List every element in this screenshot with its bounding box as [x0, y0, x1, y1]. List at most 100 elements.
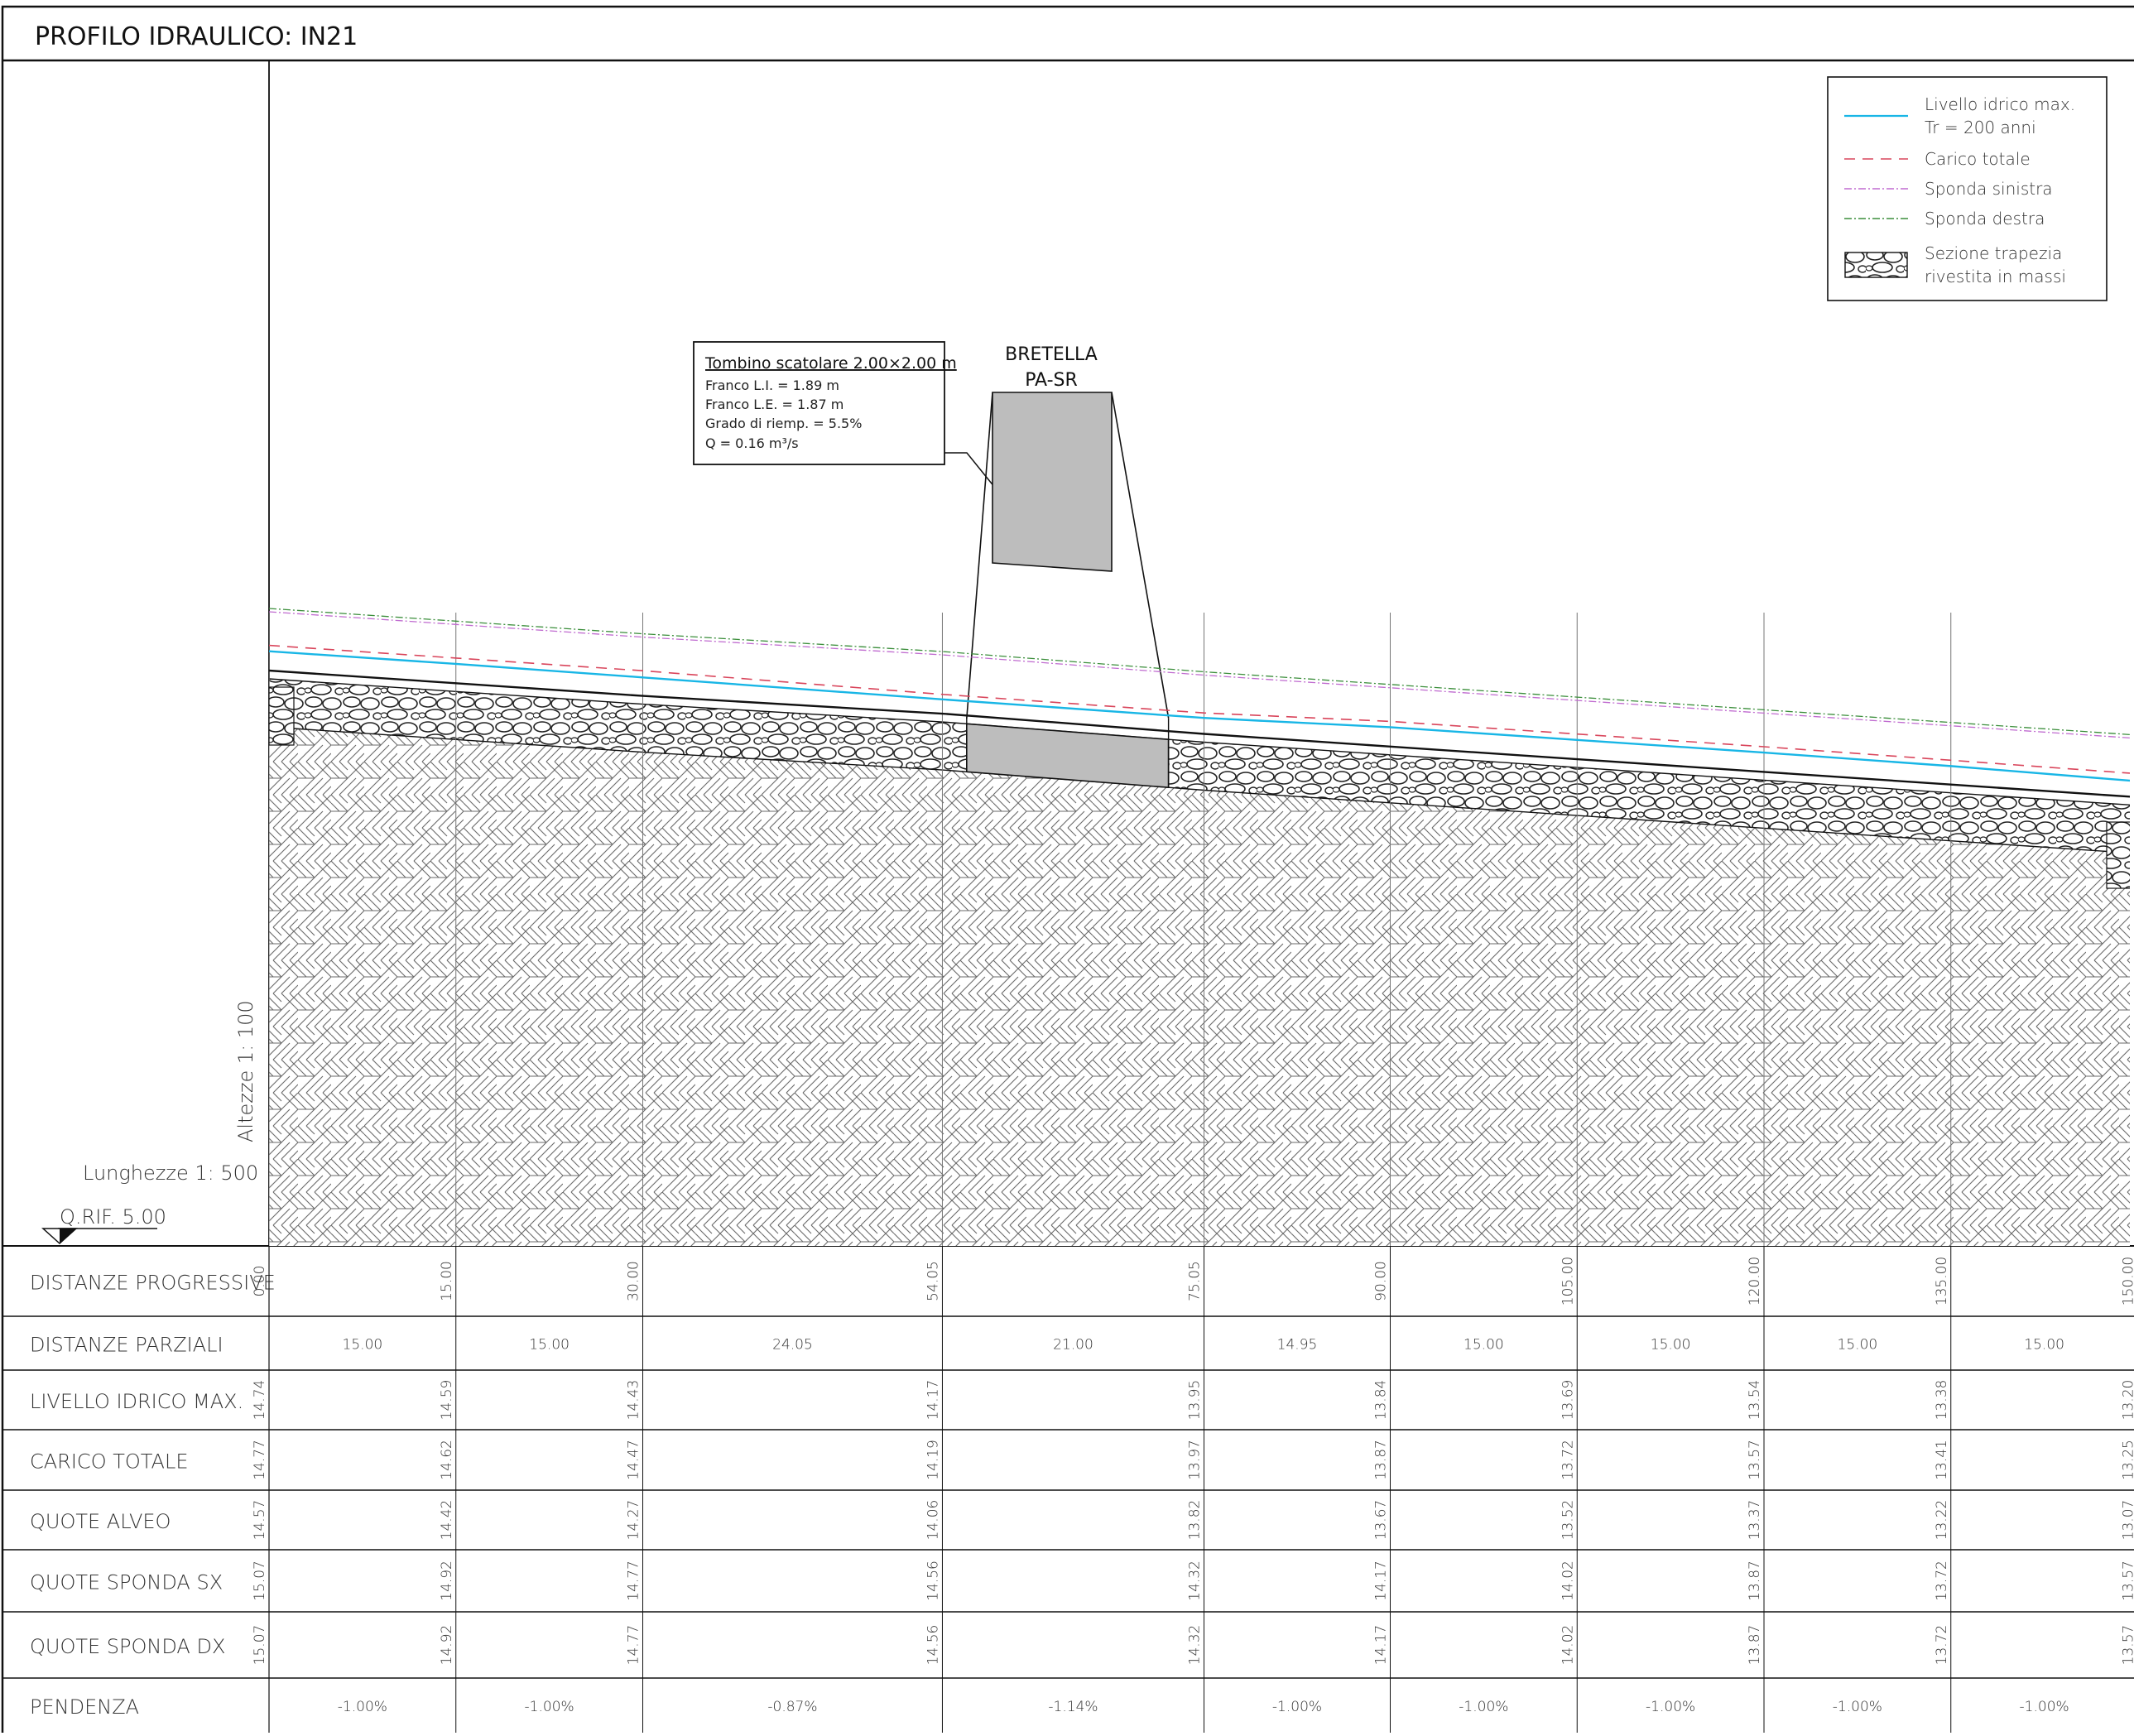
table-cell-value: 14.02: [1560, 1560, 1576, 1601]
table-cell-value: 13.97: [1187, 1440, 1204, 1480]
height-scale-label: Altezze 1: 100: [234, 1000, 257, 1142]
table-cell-value: 13.54: [1747, 1380, 1763, 1421]
table-cell-value: -1.00%: [1272, 1699, 1322, 1715]
road-label-line2: PA-SR: [1025, 370, 1078, 391]
table-cell-value: 120.00: [1747, 1257, 1763, 1306]
table-cell-value: 15.00: [1464, 1337, 1504, 1354]
culvert-annotation: Tombino scatolare 2.00×2.00 m Franco L.I…: [694, 342, 1112, 571]
table-cell-value: 14.17: [925, 1380, 941, 1421]
table-row-label: DISTANZE PARZIALI: [30, 1334, 223, 1357]
embankment-line-left: [967, 392, 993, 719]
table-cell-value: 90.00: [1373, 1261, 1390, 1301]
table-cell-value: 14.06: [925, 1500, 941, 1541]
table-cell-value: 14.27: [626, 1500, 642, 1541]
table-cell-value: -1.00%: [2020, 1699, 2069, 1715]
profile-layer: [269, 392, 2134, 1246]
table-row-label: QUOTE ALVEO: [30, 1510, 171, 1533]
table-cell-value: 0.00: [252, 1266, 268, 1297]
culvert-heading: Tombino scatolare 2.00×2.00 m: [704, 354, 957, 373]
table-cell-value: 21.00: [1053, 1337, 1093, 1354]
reference-level-label: Q.RIF. 5.00: [60, 1205, 166, 1229]
table-cell-value: 13.22: [1934, 1500, 1950, 1541]
table-cell-value: 13.20: [2121, 1380, 2134, 1421]
table-cell-value: 13.37: [1747, 1500, 1763, 1541]
table-cell-value: 15.00: [2024, 1337, 2064, 1354]
legend-label: Tr = 200 anni: [1925, 118, 2036, 137]
table-cell-value: -1.00%: [1459, 1699, 1508, 1715]
legend-label: Carico totale: [1925, 149, 2031, 169]
table-cell-value: 14.47: [626, 1440, 642, 1480]
table-cell-value: 13.72: [1934, 1625, 1950, 1666]
table-cell-value: 15.07: [252, 1625, 268, 1666]
table-cell-value: 13.95: [1187, 1380, 1204, 1421]
table-cell-value: 15.00: [1838, 1337, 1878, 1354]
table-cell-value: 13.52: [1560, 1500, 1576, 1541]
culvert-line: Q = 0.16 m³/s: [705, 435, 799, 451]
table-cell-value: 13.41: [1934, 1440, 1950, 1480]
legend-label: Sponda destra: [1925, 209, 2045, 228]
table-cell-value: 14.95: [1277, 1337, 1318, 1354]
legend-label: Sezione trapezia: [1925, 243, 2062, 263]
culvert-detail-section: [993, 392, 1112, 571]
table-cell-value: 14.42: [439, 1500, 455, 1541]
culvert-leader-line: [944, 453, 998, 492]
table-cell-value: 15.07: [252, 1560, 268, 1601]
table-cell-value: -0.87%: [767, 1699, 817, 1715]
table-cell-value: 75.05: [1187, 1261, 1204, 1301]
table-row-label: QUOTE SPONDA DX: [30, 1635, 225, 1658]
table-cell-value: 14.57: [252, 1500, 268, 1541]
table-row-label: PENDENZA: [30, 1695, 139, 1719]
legend-label: rivestita in massi: [1925, 267, 2066, 286]
road-label-line1: BRETELLA: [1005, 344, 1098, 365]
legend-label: Livello idrico max.: [1925, 94, 2075, 114]
table-cell-value: 13.07: [2121, 1500, 2134, 1541]
table-cell-value: 14.92: [439, 1560, 455, 1601]
table-cell-value: 13.84: [1373, 1380, 1390, 1421]
table-cell-value: 14.56: [925, 1625, 941, 1666]
table-cell-value: 14.77: [626, 1560, 642, 1601]
table-cell-value: 30.00: [626, 1261, 642, 1301]
culvert-line: Franco L.E. = 1.87 m: [705, 397, 844, 412]
table-cell-value: 13.57: [1747, 1440, 1763, 1480]
table-cell-value: 13.82: [1187, 1500, 1204, 1541]
start-headwall: [269, 687, 294, 745]
page-title: PROFILO IDRAULICO: IN21: [35, 22, 358, 51]
table-cell-value: 15.00: [439, 1261, 455, 1301]
end-headwall: [2107, 822, 2134, 888]
table-cell-value: 13.87: [1373, 1440, 1390, 1480]
table-row-label: LIVELLO IDRICO MAX.: [30, 1390, 243, 1413]
table-cell-value: -1.00%: [1646, 1699, 1695, 1715]
table-cell-value: 14.17: [1373, 1560, 1390, 1601]
table-cell-value: 14.62: [439, 1440, 455, 1480]
table-cell-value: 135.00: [1934, 1257, 1950, 1306]
table-cell-value: 14.77: [252, 1440, 268, 1480]
table-cell-value: 13.87: [1747, 1560, 1763, 1601]
table-row-label: DISTANZE PROGRESSIVE: [30, 1272, 276, 1295]
table-cell-value: 14.17: [1373, 1625, 1390, 1666]
table-cell-value: 13.72: [1560, 1440, 1576, 1480]
length-scale-label: Lunghezze 1: 500: [83, 1161, 258, 1185]
table-cell-value: 13.57: [2121, 1625, 2134, 1666]
table-cell-value: 14.74: [252, 1380, 268, 1421]
table-cell-value: 14.32: [1187, 1560, 1204, 1601]
table-cell-value: -1.00%: [1833, 1699, 1882, 1715]
reference-level-marker: Q.RIF. 5.00: [43, 1205, 166, 1243]
legend-label: Sponda sinistra: [1925, 179, 2053, 199]
table-cell-value: 14.02: [1560, 1625, 1576, 1666]
table-cell-value: -1.00%: [338, 1699, 387, 1715]
table-cell-value: 13.69: [1560, 1380, 1576, 1421]
table-cell-value: 13.57: [2121, 1560, 2134, 1601]
table-cell-value: 54.05: [925, 1261, 941, 1301]
table-cell-value: 13.25: [2121, 1440, 2134, 1480]
table-cell-value: -1.00%: [525, 1699, 574, 1715]
table-cell-value: 105.00: [1560, 1257, 1576, 1306]
table-cell-value: 13.38: [1934, 1380, 1950, 1421]
embankment-line-right: [1112, 392, 1169, 718]
table-cell-value: 150.00: [2121, 1257, 2134, 1306]
table-cell-value: 14.32: [1187, 1625, 1204, 1666]
table-cell-value: 14.43: [626, 1380, 642, 1421]
table-cell-value: 13.72: [1934, 1560, 1950, 1601]
table-cell-value: 14.59: [439, 1380, 455, 1421]
